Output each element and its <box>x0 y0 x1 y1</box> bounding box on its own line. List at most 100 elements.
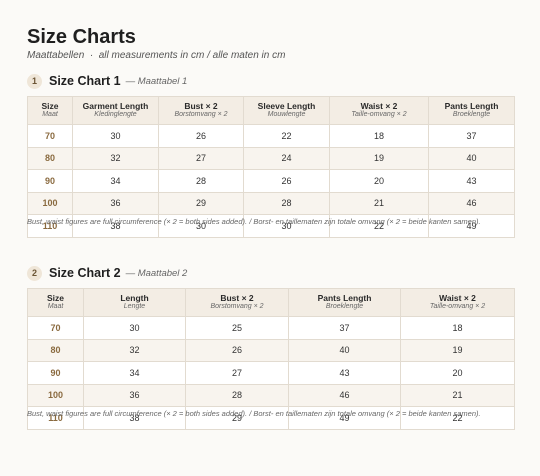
value-cell: 40 <box>428 146 515 170</box>
value-cell: 49 <box>428 214 515 238</box>
value-cell: 19 <box>329 146 429 170</box>
column-header: Size Maat <box>27 96 73 125</box>
value-cell: 20 <box>329 169 429 193</box>
column-sublabel: Kledinglengte <box>94 111 137 119</box>
table-row: 90 34 28 26 20 43 <box>27 169 515 193</box>
value-cell: 43 <box>288 361 401 385</box>
table-row: 100 36 28 46 21 <box>27 383 515 407</box>
section-badge: 2 <box>27 265 42 281</box>
value-cell: 36 <box>83 383 186 407</box>
size-cell: 110 <box>27 214 73 238</box>
column-sublabel: Borstomvang × 2 <box>210 303 264 311</box>
value-cell: 46 <box>428 191 515 215</box>
size-table: Size Maat Garment Length Kledinglengte Bust … <box>27 96 515 238</box>
value-cell: 28 <box>243 191 330 215</box>
value-cell: 19 <box>400 338 515 362</box>
value-cell: 34 <box>72 169 159 193</box>
column-header: Size Maat <box>27 288 84 317</box>
value-cell: 21 <box>400 383 515 407</box>
column-sublabel: Maat <box>47 303 64 311</box>
column-sublabel: Taille-omvang × 2 <box>351 111 407 119</box>
column-header: Waist × 2 Taille-omvang × 2 <box>400 288 515 317</box>
column-header: Pants Length Broeklengte <box>288 288 401 317</box>
column-header: Length Lengte <box>83 288 186 317</box>
section-title: Size Chart 1 <box>49 74 121 88</box>
value-cell: 27 <box>185 361 289 385</box>
size-table: Size Maat Length Lengte Bust × 2 Borstomvang … <box>27 288 515 430</box>
column-sublabel: Maat <box>42 111 58 119</box>
value-cell: 36 <box>72 191 159 215</box>
value-cell: 43 <box>428 169 515 193</box>
section: 2 Size Chart 2— Maattabel 2 Size Maat Length… <box>27 264 515 430</box>
size-cell: 100 <box>27 191 73 215</box>
size-cell: 80 <box>27 146 73 170</box>
value-cell: 22 <box>400 406 515 430</box>
value-cell: 32 <box>83 338 186 362</box>
value-cell: 25 <box>185 316 289 340</box>
size-cell: 90 <box>27 361 84 385</box>
table-row: 70 30 26 22 18 37 <box>27 124 515 148</box>
value-cell: 30 <box>83 316 186 340</box>
table-row: 110 38 29 49 22 <box>27 406 515 430</box>
value-cell: 21 <box>329 191 429 215</box>
column-sublabel: Mouwlengte <box>267 111 306 119</box>
column-label: Waist × 2 <box>439 292 476 303</box>
value-cell: 40 <box>288 338 401 362</box>
column-label: Pants Length <box>444 100 499 111</box>
value-cell: 29 <box>158 191 244 215</box>
column-label: Garment Length <box>82 100 149 111</box>
column-sublabel: Taille-omvang × 2 <box>429 303 486 311</box>
column-sublabel: Broeklengte <box>452 111 491 119</box>
column-label: Waist × 2 <box>360 100 398 111</box>
table-note: Bust, waist figures are full circumferen… <box>27 409 481 418</box>
page-subtitle: Maattabellen · all measurements in cm / … <box>27 50 286 61</box>
column-sublabel: Lengte <box>123 303 146 311</box>
table-row: 70 30 25 37 18 <box>27 316 515 340</box>
value-cell: 26 <box>158 124 244 148</box>
section-heading: 1 Size Chart 1 — Maattabel 1 <box>27 72 514 90</box>
table-row: 80 32 26 40 19 <box>27 338 515 362</box>
header-row: Size Maat Garment Length Kledinglengte Bust … <box>27 96 515 125</box>
value-cell: 22 <box>243 124 330 148</box>
value-cell: 37 <box>288 316 401 340</box>
column-label: Pants Length <box>317 292 372 303</box>
value-cell: 28 <box>158 169 244 193</box>
value-cell: 32 <box>72 146 159 170</box>
table-row: 100 36 29 28 21 46 <box>27 191 515 215</box>
value-cell: 26 <box>185 338 289 362</box>
table-body: 70 30 25 37 18 80 32 26 40 19 90 34 27 43 20 100 36 28 46 2… <box>27 316 515 430</box>
section-subtitle: — Maattabel 2 <box>125 267 188 279</box>
column-header: Garment Length Kledinglengte <box>72 96 159 125</box>
column-label: Size <box>46 292 64 303</box>
table-note: Bust, waist figures are full circumferen… <box>27 217 481 226</box>
section-title: Size Chart 2 <box>49 266 121 280</box>
table-row: 80 32 27 24 19 40 <box>27 146 515 170</box>
column-header: Pants Length Broeklengte <box>428 96 515 125</box>
column-label: Length <box>120 292 149 303</box>
size-cell: 90 <box>27 169 73 193</box>
size-cell: 100 <box>27 383 84 407</box>
value-cell: 46 <box>288 383 401 407</box>
column-sublabel: Borstomvang × 2 <box>174 111 228 119</box>
column-header: Bust × 2 Borstomvang × 2 <box>185 288 289 317</box>
column-header: Waist × 2 Taille-omvang × 2 <box>329 96 429 125</box>
section-badge: 1 <box>27 73 42 89</box>
column-label: Bust × 2 <box>220 292 254 303</box>
page-title: Size Charts <box>27 26 136 48</box>
value-cell: 24 <box>243 146 330 170</box>
size-cell: 70 <box>27 316 84 340</box>
table-row: 110 38 30 30 22 49 <box>27 214 515 238</box>
section-subtitle: — Maattabel 1 <box>125 75 188 87</box>
column-label: Size <box>41 100 59 111</box>
value-cell: 38 <box>72 214 159 238</box>
column-label: Sleeve Length <box>257 100 316 111</box>
value-cell: 18 <box>329 124 429 148</box>
value-cell: 34 <box>83 361 186 385</box>
table-body: 70 30 26 22 18 37 80 32 27 24 19 40 90 34 28 26 20 43 100 3… <box>27 124 515 238</box>
value-cell: 20 <box>400 361 515 385</box>
section-heading: 2 Size Chart 2 — Maattabel 2 <box>27 264 514 282</box>
size-cell: 70 <box>27 124 73 148</box>
column-header: Bust × 2 Borstomvang × 2 <box>158 96 244 125</box>
